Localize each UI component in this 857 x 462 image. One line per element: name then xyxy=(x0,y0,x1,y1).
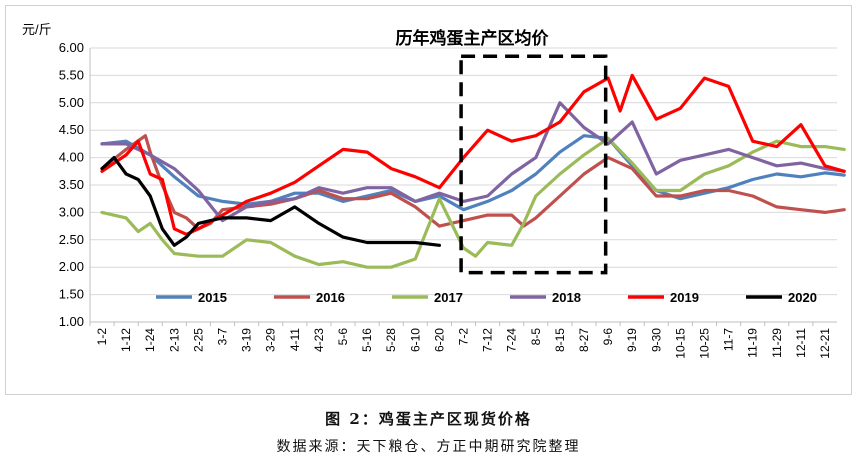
x-tick-label: 11-19 xyxy=(746,328,760,358)
highlight-box-group xyxy=(459,54,608,275)
x-tick-label: 5-6 xyxy=(336,328,350,346)
x-tick-label: 10-25 xyxy=(697,328,711,359)
y-tick-label: 5.50 xyxy=(59,67,84,82)
x-tick-label: 7-24 xyxy=(505,328,519,352)
x-tick-label: 8-27 xyxy=(577,328,591,352)
x-tick-label: 9-19 xyxy=(625,328,639,352)
x-tick-label: 11-7 xyxy=(722,328,736,351)
x-tick-label: 1-12 xyxy=(119,328,133,352)
y-tick-label: 3.00 xyxy=(59,204,84,219)
y-tick-label: 4.50 xyxy=(59,122,84,137)
x-tick-label: 9-30 xyxy=(649,328,663,352)
y-tick-label: 4.00 xyxy=(59,150,84,165)
gridlines xyxy=(89,47,837,323)
y-axis-ticks: 1.00 1.50 2.00 2.50 3.00 3.50 4.00 4.50 5.00 5.50… xyxy=(59,40,84,329)
y-axis-label: 元/斤 xyxy=(22,22,52,37)
figure-caption: 图 2：鸡蛋主产区现货价格 xyxy=(325,410,532,428)
x-tick-label: 2-25 xyxy=(191,328,205,352)
chart-frame: 历年鸡蛋主产区均价 元/斤 1.00 1.50 2.00 2.50 3.00 3.50 4.… xyxy=(5,5,852,395)
x-tick-label: 12-11 xyxy=(794,328,808,358)
legend-label-2015: 2015 xyxy=(198,290,227,305)
x-tick-label: 2-13 xyxy=(167,328,181,352)
y-tick-label: 6.00 xyxy=(59,40,84,55)
x-tick-label: 3-29 xyxy=(264,328,278,352)
series-line-2017 xyxy=(100,136,846,269)
data-source-note: 数据来源：天下粮仓、方正中期研究院整理 xyxy=(276,439,581,455)
x-tick-label: 6-10 xyxy=(408,328,422,352)
legend: 2015 2016 2017 2018 2019 2020 xyxy=(156,290,817,305)
x-tick-label: 11-29 xyxy=(770,328,784,358)
x-tick-label: 5-28 xyxy=(384,328,398,352)
highlight-box xyxy=(459,54,608,275)
x-axis-ticks: 1-2 1-12 1-24 2-13 2-25 3-7 3-19 3-29 4-11 4-23 5-… xyxy=(89,322,832,359)
x-tick-label: 3-7 xyxy=(216,328,230,346)
x-tick-label: 12-21 xyxy=(818,328,832,359)
legend-label-2016: 2016 xyxy=(316,290,345,305)
y-tick-label: 3.50 xyxy=(59,177,84,192)
x-tick-label: 8-5 xyxy=(529,328,543,346)
series-line-2015 xyxy=(100,134,846,212)
y-tick-label: 1.00 xyxy=(59,314,84,329)
x-tick-label: 4-23 xyxy=(312,328,326,352)
legend-label-2017: 2017 xyxy=(434,290,463,305)
x-tick-label: 7-2 xyxy=(457,328,471,346)
series-line-2019 xyxy=(100,73,846,236)
y-tick-label: 2.50 xyxy=(59,232,84,247)
chart-title: 历年鸡蛋主产区均价 xyxy=(396,28,550,49)
y-tick-label: 1.50 xyxy=(59,287,84,302)
x-tick-label: 8-15 xyxy=(553,328,567,352)
x-tick-label: 9-6 xyxy=(601,328,615,346)
series-line-2016 xyxy=(100,134,846,231)
legend-label-2020: 2020 xyxy=(788,290,817,305)
y-tick-label: 5.00 xyxy=(59,95,84,110)
x-tick-label: 4-11 xyxy=(288,328,302,351)
x-tick-label: 3-19 xyxy=(240,328,254,352)
legend-label-2019: 2019 xyxy=(670,290,699,305)
x-tick-label: 6-20 xyxy=(432,328,446,352)
series-line-2020 xyxy=(100,156,441,247)
legend-label-2018: 2018 xyxy=(552,290,581,305)
line-chart: 历年鸡蛋主产区均价 元/斤 1.00 1.50 2.00 2.50 3.00 3.50 4.… xyxy=(22,22,846,359)
x-tick-label: 1-24 xyxy=(143,328,157,352)
x-tick-label: 10-15 xyxy=(673,328,687,359)
x-tick-label: 1-2 xyxy=(95,328,109,346)
series-lines xyxy=(100,73,846,269)
x-tick-label: 5-16 xyxy=(360,328,374,352)
y-tick-label: 2.00 xyxy=(59,259,84,274)
x-tick-label: 7-12 xyxy=(481,328,495,352)
